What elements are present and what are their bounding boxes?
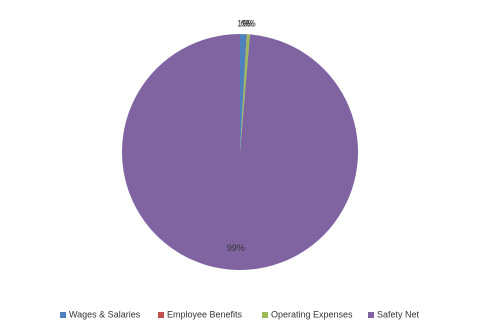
data-label: 99%	[227, 243, 245, 253]
data-label: 0%	[243, 19, 256, 29]
legend-label: Operating Expenses	[271, 309, 353, 319]
legend-label: Wages & Salaries	[69, 309, 141, 319]
pie-slice	[240, 34, 247, 152]
pie-slice	[121, 34, 358, 270]
data-label: 0%	[241, 19, 254, 29]
legend-marker	[262, 312, 268, 318]
legend-marker	[60, 312, 66, 318]
legend-marker	[368, 312, 374, 318]
data-label: 1%	[237, 18, 250, 28]
pie-slice	[240, 34, 248, 153]
legend-label: Safety Net	[377, 309, 420, 319]
pie-slice	[240, 34, 250, 152]
legend-label: Employee Benefits	[167, 309, 243, 319]
legend-marker	[158, 312, 164, 318]
